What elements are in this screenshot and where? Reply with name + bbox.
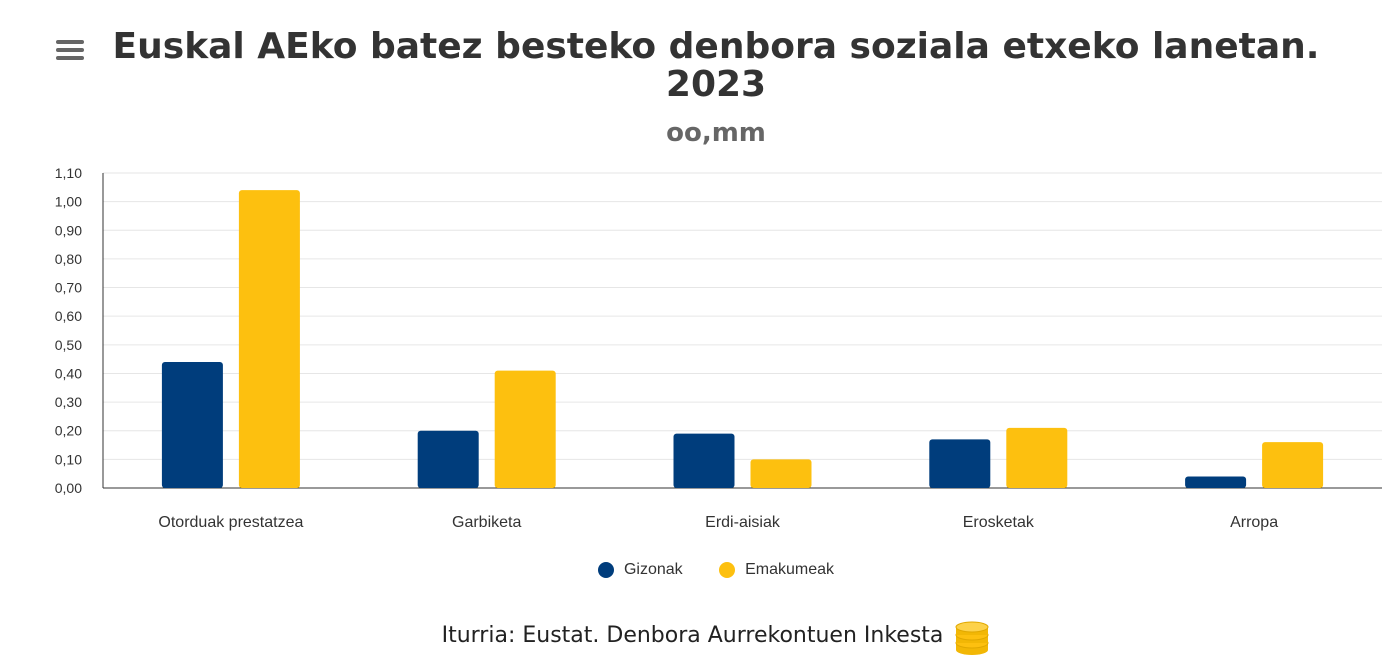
coins-icon: [955, 621, 989, 655]
legend: Gizonak Emakumeak: [0, 561, 1392, 583]
bar-gizonak-0: [161, 362, 223, 488]
bar-gizonak-2: [673, 433, 735, 488]
y-tick-label: 0,30: [55, 394, 82, 410]
bar-emakumeak-4: [1262, 442, 1324, 488]
bar-gizonak-1: [417, 430, 479, 488]
y-tick-label: 1,00: [55, 194, 82, 210]
y-tick-label: 0,60: [55, 308, 82, 324]
legend-label-gizonak: Gizonak: [623, 561, 683, 578]
y-tick-label: 0,70: [55, 280, 82, 296]
y-tick-label: 0,40: [55, 365, 82, 381]
chart-title: Euskal AEko batez besteko denbora sozial…: [112, 26, 1320, 105]
y-tick-label: 0,90: [55, 222, 82, 238]
y-tick-label: 0,10: [55, 451, 82, 467]
bar-gizonak-4: [1185, 476, 1247, 488]
y-tick-label: 0,50: [55, 337, 82, 353]
legend-marker-gizonak: [597, 562, 614, 578]
bar-emakumeak-1: [494, 370, 556, 488]
y-tick-label: 0,00: [55, 480, 82, 496]
bar-emakumeak-0: [238, 190, 300, 488]
menu-icon[interactable]: [56, 40, 84, 64]
y-tick-label: 1,10: [55, 165, 82, 181]
chart-subtitle: oo,mm: [666, 118, 766, 148]
bar-emakumeak-3: [1006, 427, 1068, 488]
bar-emakumeak-2: [750, 459, 812, 488]
legend-label-emakumeak: Emakumeak: [745, 561, 835, 578]
x-tick-label: Otorduak prestatzea: [158, 514, 303, 531]
x-tick-label: Garbiketa: [452, 514, 521, 531]
legend-marker-emakumeak: [719, 562, 736, 578]
legend-item-emakumeak[interactable]: Emakumeak: [719, 561, 834, 579]
y-tick-label: 0,80: [55, 251, 82, 267]
source-text: Iturria: Eustat. Denbora Aurrekontuen In…: [441, 623, 944, 648]
x-tick-label: Erosketak: [963, 514, 1035, 531]
x-tick-label: Erdi-aisiak: [705, 514, 781, 531]
bar-gizonak-3: [929, 439, 991, 488]
bar-chart: 0,00 0,10 0,20 0,30 0,40 0,50 0,60 0,70 0,80 0,90…: [55, 165, 1382, 531]
source-note: Iturria: Eustat. Denbora Aurrekontuen In…: [0, 616, 1392, 656]
legend-item-gizonak[interactable]: Gizonak: [597, 561, 683, 579]
x-tick-label: Arropa: [1230, 514, 1278, 531]
y-tick-label: 0,20: [55, 423, 82, 439]
